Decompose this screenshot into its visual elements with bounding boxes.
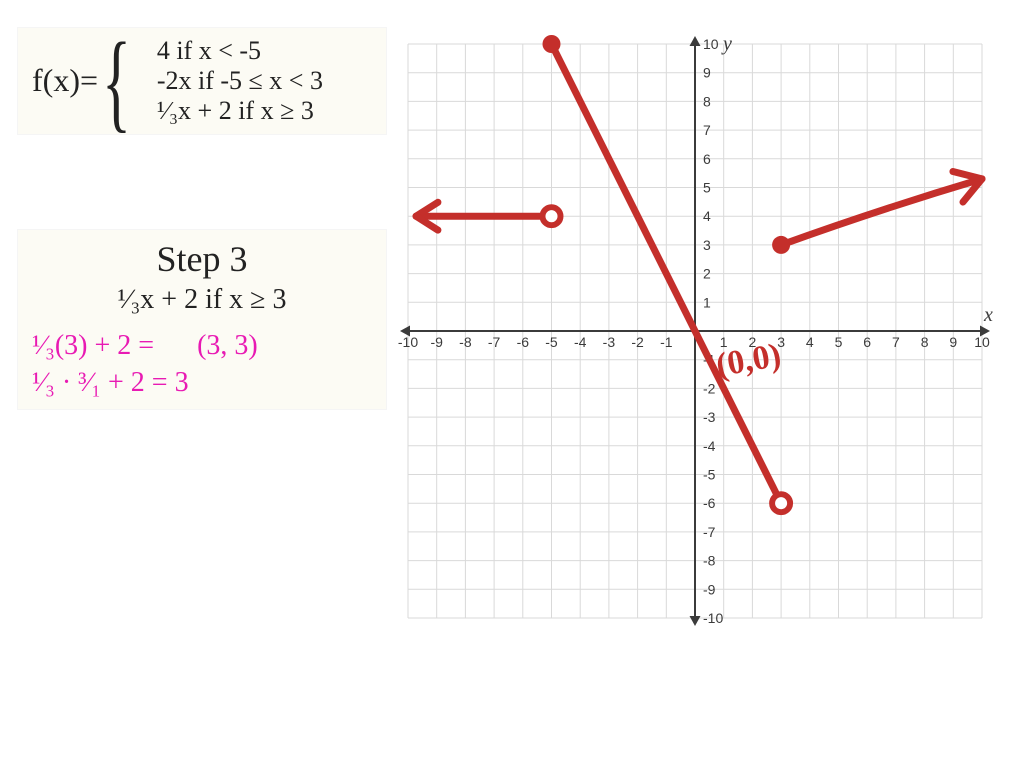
svg-text:-3: -3 bbox=[603, 334, 616, 350]
svg-text:9: 9 bbox=[949, 334, 957, 350]
svg-text:4: 4 bbox=[806, 334, 814, 350]
svg-text:1: 1 bbox=[703, 294, 711, 310]
svg-text:10: 10 bbox=[703, 36, 719, 52]
svg-text:-10: -10 bbox=[703, 610, 723, 626]
svg-text:-5: -5 bbox=[703, 467, 716, 483]
svg-text:-10: -10 bbox=[398, 334, 418, 350]
svg-text:x: x bbox=[983, 304, 993, 326]
case-1: 4 if x < -5 bbox=[157, 36, 323, 66]
svg-text:-9: -9 bbox=[703, 581, 716, 597]
svg-text:-1: -1 bbox=[660, 334, 673, 350]
svg-text:-9: -9 bbox=[430, 334, 443, 350]
svg-text:8: 8 bbox=[703, 93, 711, 109]
svg-text:-3: -3 bbox=[703, 409, 716, 425]
brace-icon: { bbox=[102, 37, 131, 125]
svg-text:4: 4 bbox=[703, 208, 711, 224]
svg-text:7: 7 bbox=[703, 122, 711, 138]
svg-text:y: y bbox=[721, 33, 732, 55]
svg-text:5: 5 bbox=[835, 334, 843, 350]
svg-text:8: 8 bbox=[921, 334, 929, 350]
svg-text:-6: -6 bbox=[517, 334, 530, 350]
svg-text:-8: -8 bbox=[459, 334, 472, 350]
function-definition-box: f(x)= { 4 if x < -5 -2x if -5 ≤ x < 3 ¹∕… bbox=[18, 28, 386, 134]
calc-1-rhs: (3, 3) bbox=[197, 330, 258, 361]
coordinate-graph: -10-9-8-7-6-5-4-3-2-112345678910-10-9-8-… bbox=[388, 24, 1002, 638]
svg-text:-4: -4 bbox=[574, 334, 587, 350]
svg-text:9: 9 bbox=[703, 65, 711, 81]
calc-2: ¹∕₃ · ³∕₁ + 2 = 3 bbox=[32, 365, 372, 401]
svg-text:-2: -2 bbox=[703, 380, 716, 396]
svg-text:-5: -5 bbox=[545, 334, 558, 350]
case-2: -2x if -5 ≤ x < 3 bbox=[157, 66, 323, 96]
function-cases: 4 if x < -5 -2x if -5 ≤ x < 3 ¹∕₃x + 2 i… bbox=[157, 36, 323, 126]
svg-text:2: 2 bbox=[703, 266, 711, 282]
svg-text:6: 6 bbox=[863, 334, 871, 350]
svg-text:10: 10 bbox=[974, 334, 990, 350]
step-subtitle: ¹∕₃x + 2 if x ≥ 3 bbox=[32, 282, 372, 318]
case-3: ¹∕₃x + 2 if x ≥ 3 bbox=[157, 96, 323, 126]
svg-text:-6: -6 bbox=[703, 495, 716, 511]
svg-text:-7: -7 bbox=[488, 334, 501, 350]
svg-text:-2: -2 bbox=[631, 334, 644, 350]
calc-1-lhs: ¹∕₃(3) + 2 = bbox=[32, 330, 154, 361]
svg-text:5: 5 bbox=[703, 180, 711, 196]
svg-text:7: 7 bbox=[892, 334, 900, 350]
svg-text:-4: -4 bbox=[703, 438, 716, 454]
svg-text:6: 6 bbox=[703, 151, 711, 167]
step-box: Step 3 ¹∕₃x + 2 if x ≥ 3 ¹∕₃(3) + 2 = (3… bbox=[18, 230, 386, 409]
step-title: Step 3 bbox=[32, 238, 372, 280]
function-lhs: f(x)= bbox=[32, 62, 98, 99]
svg-text:3: 3 bbox=[703, 237, 711, 253]
svg-text:-8: -8 bbox=[703, 553, 716, 569]
svg-text:-7: -7 bbox=[703, 524, 716, 540]
